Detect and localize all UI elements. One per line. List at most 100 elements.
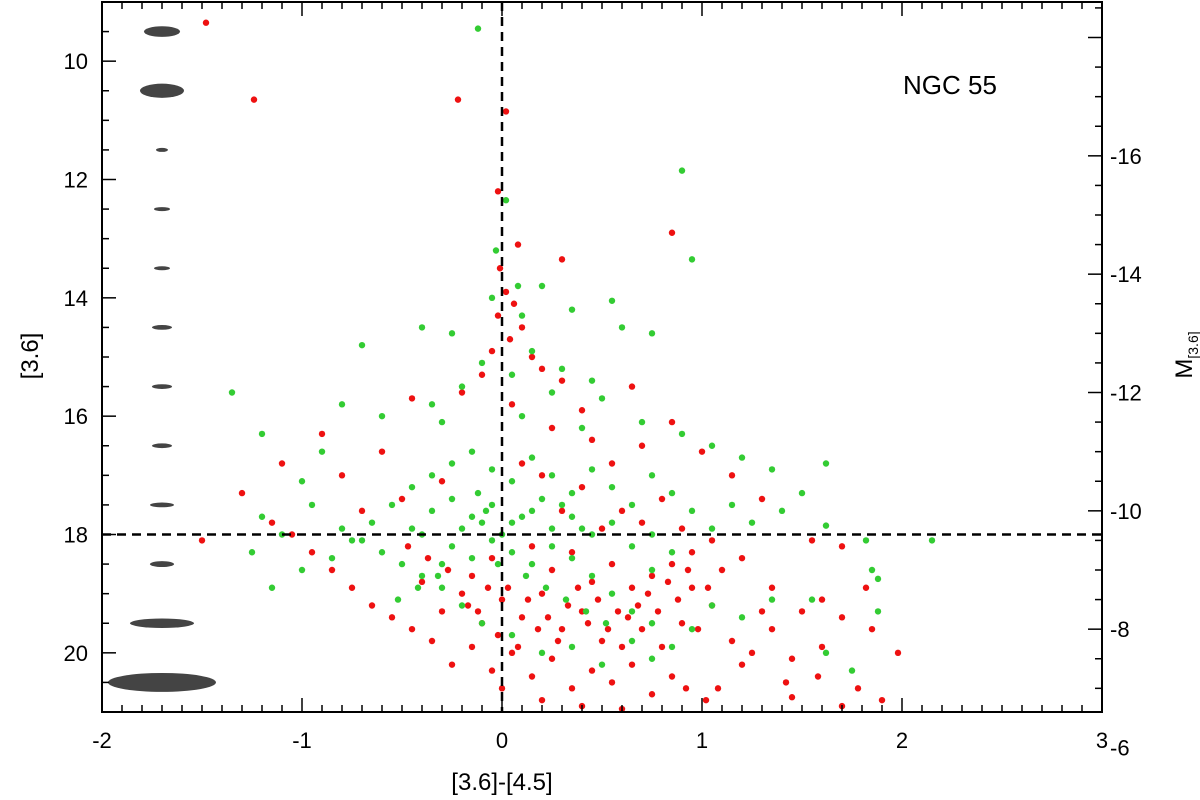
red-point [568, 685, 576, 692]
green-point [258, 513, 266, 520]
red-point [658, 643, 666, 651]
red-point [468, 572, 476, 580]
green-point [548, 472, 556, 479]
red-point [474, 608, 482, 615]
red-point [862, 584, 870, 591]
red-point [644, 590, 652, 597]
green-point [808, 596, 816, 603]
x-tick-label: 3 [1096, 728, 1108, 753]
green-point [448, 495, 456, 503]
green-point [514, 282, 522, 290]
red-point [618, 507, 626, 515]
red-point [658, 495, 666, 503]
error-ellipse [154, 266, 170, 271]
y-tick-label: 16 [64, 404, 88, 429]
red-point [488, 667, 496, 674]
error-ellipse [150, 561, 174, 568]
green-point [408, 525, 416, 532]
red-point [664, 578, 672, 586]
green-point [608, 590, 616, 597]
red-point [250, 96, 258, 103]
error-ellipse [140, 83, 184, 98]
red-point [558, 507, 566, 515]
red-point [398, 495, 406, 503]
red-point [634, 602, 642, 609]
y-tick-label: 20 [64, 641, 88, 666]
red-point [538, 365, 546, 373]
y2-tick-label: -14 [1110, 262, 1142, 287]
error-ellipse [130, 618, 194, 628]
green-point [428, 472, 436, 479]
green-point [822, 460, 830, 467]
green-point [638, 418, 646, 426]
y-tick-label: 12 [64, 168, 88, 193]
green-point [822, 522, 830, 529]
green-point [928, 537, 936, 544]
green-point [508, 478, 516, 485]
red-point [494, 631, 502, 639]
red-point [578, 407, 586, 414]
green-point [448, 543, 456, 550]
green-point [602, 620, 610, 627]
red-point [684, 566, 692, 574]
red-point [708, 537, 716, 544]
red-point [338, 472, 346, 479]
green-point [568, 306, 576, 313]
green-point [562, 596, 570, 603]
green-point [568, 513, 576, 520]
x-tick-label: -2 [92, 728, 112, 753]
red-point [538, 590, 546, 597]
green-point [648, 330, 656, 337]
red-point [518, 614, 526, 621]
green-point [588, 466, 596, 473]
red-point [714, 685, 722, 692]
red-point [288, 531, 296, 538]
green-point [798, 489, 806, 497]
green-point [518, 412, 526, 420]
error-ellipse [152, 384, 172, 389]
red-point [404, 543, 412, 550]
red-point [588, 578, 596, 586]
red-point [678, 525, 686, 532]
red-point [668, 418, 676, 426]
green-point [508, 631, 516, 639]
green-point [628, 501, 636, 509]
green-point [538, 649, 546, 657]
red-point [818, 643, 826, 651]
y-tick-label: 14 [64, 286, 88, 311]
green-point [582, 608, 590, 615]
red-point [594, 596, 602, 603]
red-point [504, 584, 512, 591]
red-point [638, 442, 646, 449]
green-point [548, 543, 556, 550]
error-ellipse [152, 443, 172, 449]
green-point [478, 519, 486, 526]
red-point [464, 602, 472, 609]
green-point [748, 519, 756, 526]
red-point [878, 696, 886, 704]
green-point [388, 501, 396, 509]
y2-tick-label: -8 [1110, 617, 1130, 642]
green-point [438, 584, 446, 591]
red-point [444, 566, 452, 574]
green-point [448, 330, 456, 337]
red-point [678, 620, 686, 627]
red-point [348, 584, 356, 591]
green-point [618, 324, 626, 331]
red-point [578, 483, 586, 491]
red-point [528, 673, 536, 680]
axis-ticks-layer [101, 1, 1103, 713]
red-point [458, 590, 466, 597]
green-point [548, 389, 556, 396]
data-points-layer [198, 19, 936, 713]
y-axis-title: [3.6] [17, 333, 44, 380]
red-point [618, 643, 626, 651]
green-point [608, 483, 616, 491]
red-point [758, 608, 766, 615]
green-point [394, 596, 402, 603]
red-point [588, 436, 596, 444]
red-point [702, 696, 710, 704]
green-point [688, 256, 696, 263]
green-point [588, 531, 596, 538]
